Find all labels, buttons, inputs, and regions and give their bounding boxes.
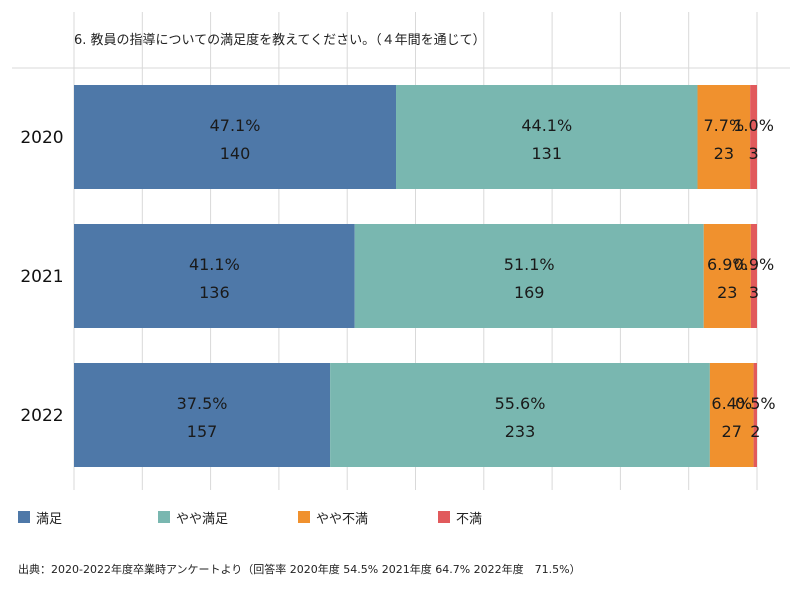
bar-2021-series-3 [750,224,757,328]
bar-2020-series-1 [396,85,698,189]
data-label-count: 3 [748,144,758,163]
data-label-count: 2 [750,422,760,441]
legend-swatch [158,511,170,523]
legend-label: 満足 [36,511,63,527]
source-note: 出典：2020-2022年度卒業時アンケートより（回答率 2020年度 54.5… [18,563,581,576]
legend-swatch [438,511,450,523]
bar-2022-series-2 [709,363,754,467]
bar-2020-series-3 [750,85,757,189]
category-label-2021: 2021 [20,267,63,287]
data-label-count: 233 [505,422,536,441]
data-label-count: 27 [722,422,742,441]
bars [74,85,757,467]
chart-title: 6. 教員の指導についての満足度を教えてください。（４年間を通じて） [74,32,486,48]
legend-swatch [298,511,310,523]
bar-2022-series-1 [330,363,710,467]
data-label-percent: 44.1% [521,116,572,135]
legend: 満足 やや満足 やや不満 不満 [18,507,798,527]
bar-2020-series-0 [74,85,397,189]
data-label-count: 23 [717,283,737,302]
data-label-count: 131 [531,144,562,163]
bar-2021-series-2 [703,224,751,328]
data-label-count: 140 [220,144,251,163]
data-label-percent: 6.9% [707,255,748,274]
legend-swatch [18,511,30,523]
data-label-percent: 7.7% [704,116,745,135]
legend-item: 不満 [438,507,482,527]
data-label-percent: 51.1% [504,255,555,274]
data-label-percent: 41.1% [189,255,240,274]
data-label-percent: 0.9% [734,255,775,274]
data-label-percent: 55.6% [495,394,546,413]
data-labels: 47.1%14044.1%1317.7%231.0%341.1%13651.1%… [177,116,776,441]
data-label-percent: 37.5% [177,394,228,413]
data-label-percent: 0.5% [735,394,776,413]
bar-2020-series-2 [697,85,751,189]
legend-label: やや満足 [176,511,229,527]
data-label-count: 23 [714,144,734,163]
legend-item: やや不満 [298,507,368,527]
data-label-count: 169 [514,283,545,302]
category-labels: 2020 2021 2022 [20,128,63,426]
data-label-count: 3 [749,283,759,302]
legend-item: やや満足 [158,507,228,527]
bar-2021-series-0 [74,224,355,328]
data-label-percent: 47.1% [210,116,261,135]
bar-2022-series-3 [753,363,757,467]
legend-label: やや不満 [316,511,369,527]
data-label-count: 136 [199,283,230,302]
legend-label: 不満 [456,511,483,527]
category-label-2022: 2022 [20,406,63,426]
bar-2022-series-0 [74,363,331,467]
bar-2021-series-1 [354,224,704,328]
category-label-2020: 2020 [20,128,63,148]
data-label-percent: 1.0% [733,116,774,135]
data-label-count: 157 [187,422,218,441]
legend-item: 満足 [18,507,62,527]
data-label-percent: 6.4% [711,394,752,413]
